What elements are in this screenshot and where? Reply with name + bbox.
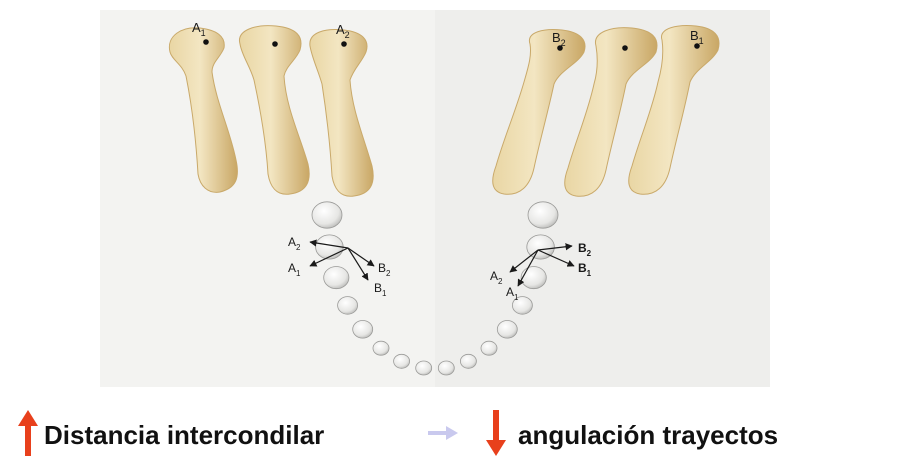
right-condyle-3 [628,25,720,195]
tooth [393,353,411,369]
right-vector-A1: A1 [506,285,519,302]
tooth [372,340,390,356]
caption: Distancia intercondilar angulación traye… [18,408,878,458]
right-condyle-2 [564,27,658,197]
tooth [352,320,374,339]
caption-left-text: Distancia intercondilar [44,420,325,450]
dental-arch [311,201,559,376]
left-condyle-1-label: A1 [192,20,206,38]
tooth [337,296,359,315]
tooth [496,320,518,339]
right-vector-B1: B1 [578,261,592,278]
left-condyle-3-label: A2 [336,22,350,40]
left-vector-A2: A2 [288,235,301,252]
right-arrow-icon [428,426,458,440]
right-movement-vectors: B2 B1 A2 A1 [490,241,592,302]
right-condyle-1 [492,29,586,195]
left-vector-B2: B2 [378,261,391,278]
tooth [527,201,559,229]
decrease-arrow-icon [486,410,506,456]
right-condyle-1-label: B2 [552,30,566,48]
tooth [520,266,547,290]
caption-right-text: angulación trayectos [518,420,779,450]
left-vector-B1: B1 [374,281,387,298]
left-condyle-1 [168,27,238,193]
tooth [511,296,533,315]
increase-arrow-icon [18,410,38,456]
tooth [437,360,455,376]
left-vector-A1: A1 [288,261,301,278]
mandible-diagram: A1 A2 B2 B1 A2 A1 B2 B1 B2 B1 A2 A1 [100,10,770,387]
tooth [415,360,433,376]
increase-arrow-shaft [25,424,31,456]
left-condyle-3 [309,29,374,197]
left-condyle-2 [239,25,310,195]
tooth [311,201,343,229]
tooth [480,340,498,356]
left-movement-vectors: A2 A1 B2 B1 [288,235,391,298]
tooth [323,266,350,290]
right-vector-A2: A2 [490,269,503,286]
right-condyle-3-label: B1 [690,28,704,46]
tooth [459,353,477,369]
right-vector-B2: B2 [578,241,592,258]
